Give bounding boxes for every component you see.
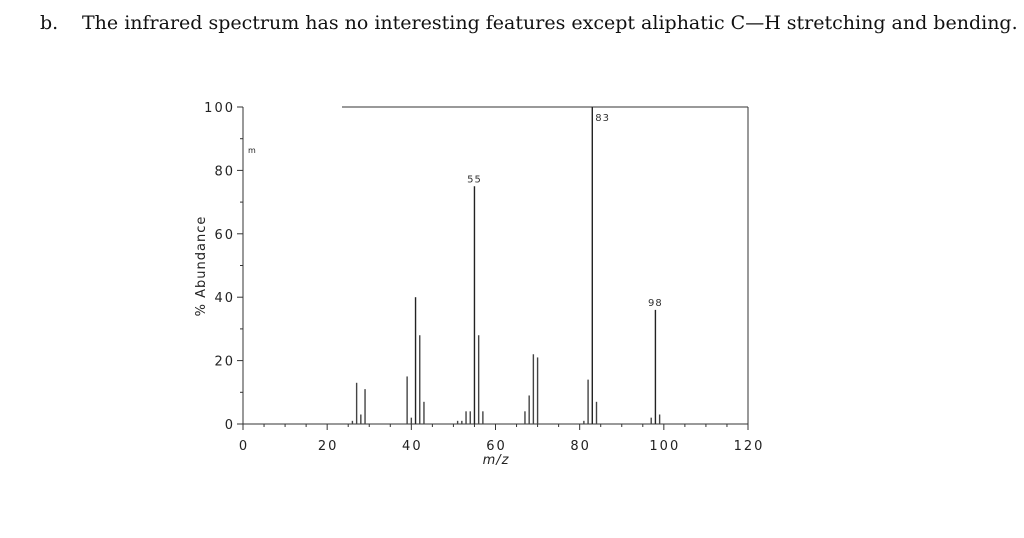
y-tick-label: 100 xyxy=(204,101,235,116)
y-tick-label: 60 xyxy=(214,228,235,243)
y-ticks: 0 20 40 60 80 100 xyxy=(204,101,243,433)
peak-label-83: 83 xyxy=(595,113,610,124)
peak-labels: 55 83 98 xyxy=(467,113,663,309)
y-tick-label: 0 xyxy=(225,418,235,433)
peak-bars xyxy=(351,107,661,424)
question-body: The infrared spectrum has no interesting… xyxy=(82,12,1018,34)
x-ticks: 0 20 40 60 80 100 120 xyxy=(239,424,765,454)
peak-label-98: 98 xyxy=(648,298,663,309)
x-tick-label: 40 xyxy=(402,439,423,454)
x-tick-label: 0 xyxy=(239,439,249,454)
question-label: b. xyxy=(40,12,59,34)
y-axis-label: % Abundance xyxy=(194,216,209,317)
y-tick-label: 40 xyxy=(214,291,235,306)
x-axis-label: m/z xyxy=(483,453,510,468)
x-tick-label: 60 xyxy=(486,439,507,454)
x-tick-label: 120 xyxy=(734,439,765,454)
x-tick-label: 20 xyxy=(318,439,339,454)
y-tick-label: 20 xyxy=(214,355,235,370)
peak-label-55: 55 xyxy=(467,174,482,185)
x-tick-label: 80 xyxy=(570,439,591,454)
corner-label: m xyxy=(248,146,256,155)
y-tick-label: 80 xyxy=(214,164,235,179)
x-tick-label: 100 xyxy=(649,439,680,454)
question-text: b. The infrared spectrum has no interesti… xyxy=(40,12,1020,34)
